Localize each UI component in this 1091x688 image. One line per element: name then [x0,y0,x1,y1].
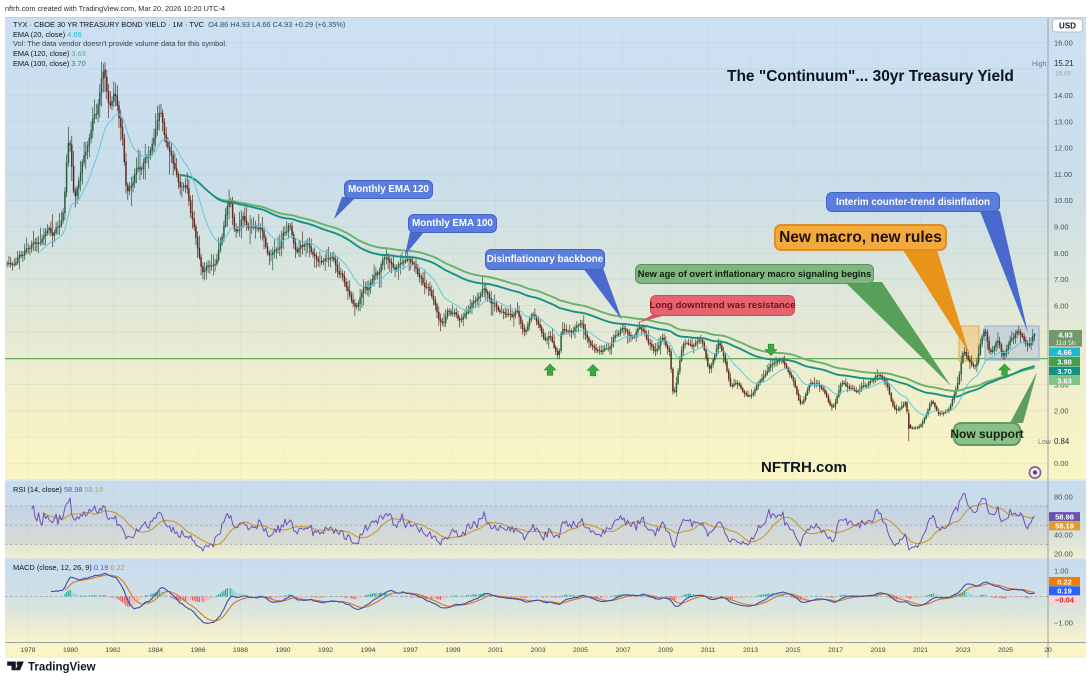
svg-text:2003: 2003 [530,647,545,654]
svg-text:1999: 1999 [445,647,460,654]
svg-text:1992: 1992 [318,647,333,654]
svg-text:2011: 2011 [701,647,716,654]
svg-text:14.00: 14.00 [1054,91,1073,100]
svg-text:8.00: 8.00 [1054,249,1069,258]
svg-text:2025: 2025 [998,647,1013,654]
svg-text:1997: 1997 [403,647,418,654]
svg-text:−0.04: −0.04 [1055,596,1075,605]
svg-text:6.00: 6.00 [1054,301,1069,310]
svg-text:2015: 2015 [785,647,800,654]
svg-text:13.00: 13.00 [1054,117,1073,126]
svg-text:3.70: 3.70 [1057,367,1072,376]
svg-text:USD: USD [1059,22,1076,31]
svg-text:0.00: 0.00 [1054,459,1069,468]
svg-text:40.00: 40.00 [1054,531,1073,540]
svg-text:High: High [1032,61,1047,68]
svg-text:2019: 2019 [870,647,885,654]
svg-text:1986: 1986 [190,647,205,654]
svg-text:2005: 2005 [573,647,588,654]
svg-text:11d 5h: 11d 5h [1055,340,1076,347]
svg-text:16.00: 16.00 [1054,38,1073,47]
svg-text:1980: 1980 [63,647,78,654]
svg-text:1982: 1982 [105,647,120,654]
svg-text:9.00: 9.00 [1054,223,1069,232]
svg-text:1.00: 1.00 [1054,566,1069,575]
svg-text:1984: 1984 [148,647,163,654]
svg-text:3.63: 3.63 [1057,376,1072,385]
svg-text:2021: 2021 [913,647,928,654]
svg-text:11.00: 11.00 [1054,170,1072,179]
svg-text:20: 20 [1044,647,1052,654]
svg-text:4.93: 4.93 [1058,331,1073,340]
svg-text:2001: 2001 [488,647,503,654]
svg-text:20.00: 20.00 [1054,550,1073,559]
svg-text:15.00: 15.00 [1055,70,1072,77]
svg-text:4.66: 4.66 [1057,348,1072,357]
svg-text:−1.00: −1.00 [1054,618,1073,627]
svg-text:0.84: 0.84 [1054,437,1070,446]
svg-text:Low: Low [1038,439,1052,446]
svg-text:2023: 2023 [955,647,970,654]
svg-text:58.98: 58.98 [1055,513,1074,522]
svg-text:1990: 1990 [275,647,290,654]
svg-text:2.00: 2.00 [1054,407,1069,416]
svg-text:TradingView: TradingView [28,662,96,674]
svg-text:0.19: 0.19 [1057,587,1072,596]
svg-text:7.00: 7.00 [1054,275,1069,284]
svg-text:1978: 1978 [20,647,35,654]
svg-text:58.19: 58.19 [1055,522,1074,531]
svg-text:3.98: 3.98 [1057,357,1072,366]
svg-text:1988: 1988 [233,647,248,654]
svg-text:12.00: 12.00 [1054,144,1073,153]
svg-text:15.21: 15.21 [1054,59,1074,68]
svg-text:2017: 2017 [828,647,843,654]
svg-text:0.22: 0.22 [1057,577,1072,586]
svg-text:10.00: 10.00 [1054,196,1073,205]
svg-text:1994: 1994 [360,647,375,654]
svg-text:2009: 2009 [658,647,673,654]
svg-text:2007: 2007 [615,647,630,654]
svg-text:2013: 2013 [743,647,758,654]
svg-text:80.00: 80.00 [1054,492,1073,501]
